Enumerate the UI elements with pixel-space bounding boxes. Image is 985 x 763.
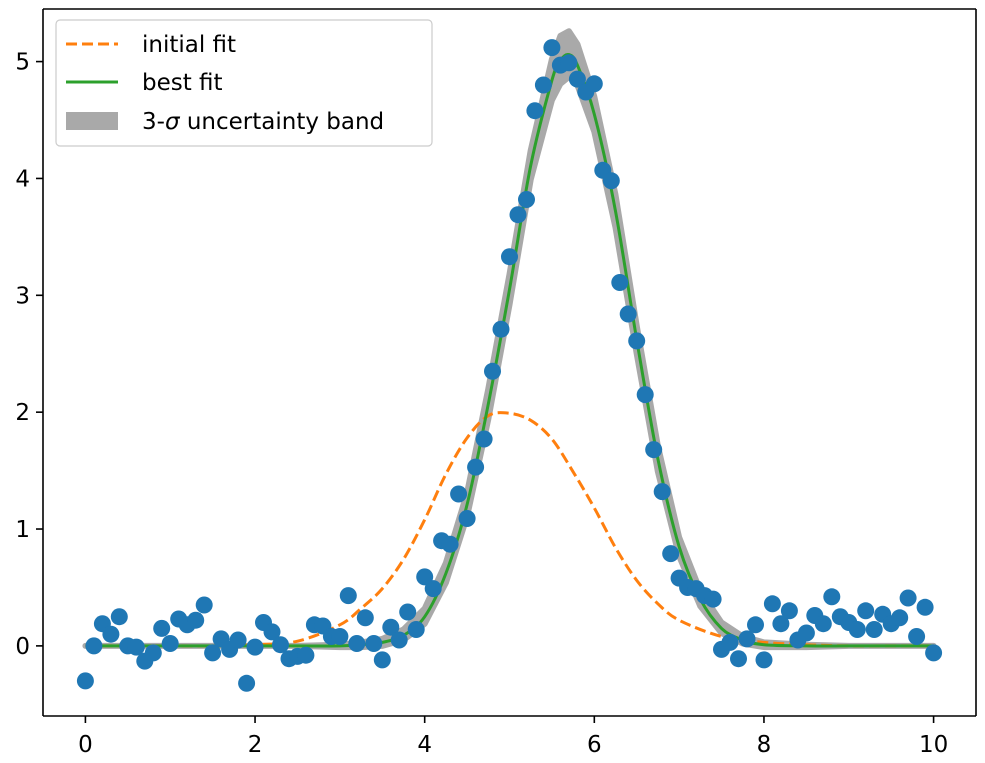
- data-point: [450, 485, 468, 503]
- data-point: [797, 624, 815, 642]
- data-point: [823, 588, 841, 606]
- data-point: [102, 625, 120, 643]
- data-point: [484, 362, 501, 380]
- y-tick-label: 2: [15, 400, 30, 426]
- data-point: [331, 628, 349, 645]
- data-point: [865, 621, 883, 638]
- data-point: [399, 603, 417, 621]
- legend-frame: [55, 19, 433, 147]
- data-point: [246, 638, 264, 656]
- data-point: [161, 635, 179, 652]
- data-point: [645, 441, 663, 459]
- data-point: [229, 631, 247, 649]
- axes-layer: 0 2 4 6 8 10 0 1 2 3 4 5: [15, 8, 977, 758]
- data-point: [662, 545, 680, 563]
- legend-label-band-suffix: uncertainty band: [180, 109, 385, 135]
- data-point: [509, 206, 527, 224]
- data-point: [373, 651, 391, 669]
- data-point: [204, 644, 222, 662]
- legend-label-band-sigma: σ: [165, 109, 181, 135]
- legend-swatch-uncertainty-band: [66, 112, 118, 130]
- data-point: [187, 611, 205, 629]
- data-point: [543, 39, 561, 57]
- data-point: [891, 609, 909, 627]
- data-point: [636, 386, 654, 404]
- data-point: [738, 630, 756, 648]
- x-tick-label: 0: [78, 732, 93, 758]
- legend: initial fit best fit 3-σ uncertainty ban…: [55, 19, 433, 147]
- data-point: [238, 674, 256, 692]
- data-point: [602, 172, 620, 190]
- data-point: [916, 598, 934, 616]
- legend-label-best-fit: best fit: [142, 70, 223, 96]
- data-point: [467, 458, 485, 476]
- data-point: [518, 191, 535, 208]
- data-point: [356, 609, 374, 627]
- data-point: [339, 587, 357, 605]
- x-tick-label: 4: [417, 732, 432, 758]
- data-point: [153, 619, 171, 637]
- best-fit-line: [85, 52, 934, 648]
- data-point: [908, 628, 926, 645]
- y-tick-label: 4: [15, 166, 30, 192]
- data-point: [755, 651, 773, 669]
- data-point: [704, 590, 722, 608]
- data-point: [534, 76, 552, 94]
- legend-label-uncertainty-band: 3-σ uncertainty band: [142, 109, 384, 135]
- y-tick-label: 1: [15, 517, 30, 543]
- data-point: [772, 615, 790, 633]
- data-point: [501, 248, 518, 266]
- data-point: [127, 638, 145, 656]
- data-point: [730, 650, 747, 668]
- legend-label-band-prefix: 3-: [142, 109, 165, 135]
- data-points-layer: [76, 39, 943, 692]
- data-point: [492, 320, 510, 338]
- x-tick-label: 10: [919, 732, 948, 758]
- data-point: [585, 75, 603, 93]
- x-tick-label: 8: [757, 732, 772, 758]
- data-point: [568, 70, 586, 88]
- data-point: [441, 535, 459, 553]
- data-point: [348, 635, 366, 652]
- data-point: [925, 644, 943, 662]
- data-point: [382, 618, 400, 636]
- best-fit-layer: [85, 52, 934, 648]
- data-point: [628, 332, 646, 350]
- data-point: [848, 621, 866, 638]
- data-point: [814, 615, 832, 633]
- data-point: [416, 568, 434, 586]
- x-tick-label: 6: [587, 732, 602, 758]
- data-point: [407, 621, 425, 638]
- data-point: [619, 305, 637, 323]
- data-point: [110, 608, 128, 626]
- data-point: [611, 274, 629, 291]
- data-point: [721, 633, 739, 651]
- data-point: [747, 616, 764, 634]
- y-tick-label: 5: [15, 50, 30, 76]
- data-point: [424, 580, 442, 598]
- data-point: [653, 483, 671, 501]
- data-point: [560, 54, 578, 72]
- data-point: [899, 589, 917, 607]
- data-point: [526, 102, 544, 120]
- data-point: [857, 602, 875, 620]
- data-point: [365, 635, 383, 652]
- y-tick-label: 3: [15, 283, 30, 309]
- y-tick-label: 0: [15, 634, 30, 660]
- data-point: [390, 631, 408, 649]
- data-point: [272, 636, 289, 654]
- x-tick-label: 2: [248, 732, 263, 758]
- data-point: [195, 596, 213, 614]
- data-point: [780, 602, 798, 620]
- data-point: [85, 637, 103, 655]
- legend-label-initial-fit: initial fit: [142, 32, 236, 58]
- data-point: [458, 510, 476, 527]
- data-point: [263, 623, 281, 641]
- data-point: [144, 644, 162, 662]
- data-point: [76, 672, 94, 690]
- data-point: [475, 430, 493, 448]
- data-point: [297, 646, 315, 664]
- data-point: [763, 595, 781, 613]
